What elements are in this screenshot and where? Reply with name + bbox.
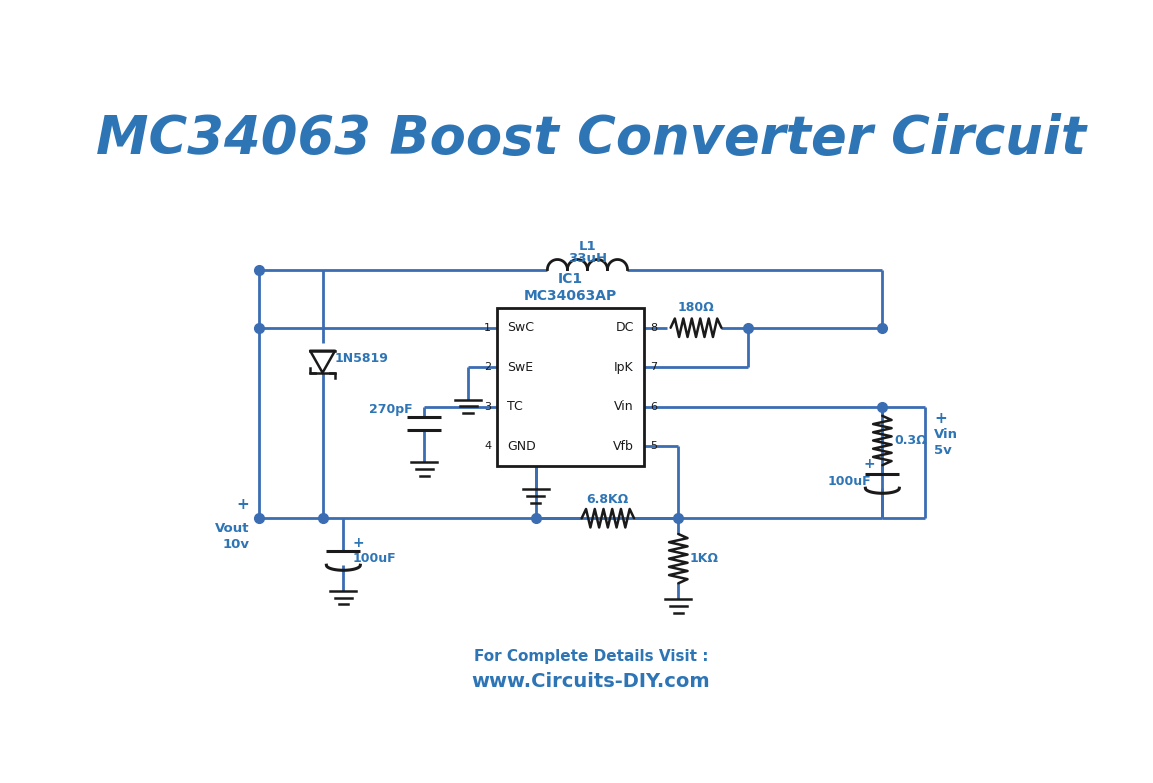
Text: Vin: Vin	[615, 400, 634, 413]
Text: 2: 2	[484, 363, 491, 372]
Text: IpK: IpK	[615, 361, 634, 373]
Text: +: +	[353, 536, 364, 550]
Text: +: +	[934, 410, 947, 425]
Text: 8: 8	[650, 323, 657, 333]
Text: 4: 4	[484, 441, 491, 451]
Text: For Complete Details Visit :: For Complete Details Visit :	[474, 649, 708, 664]
Text: 1N5819: 1N5819	[334, 352, 389, 365]
Text: 33uH: 33uH	[568, 252, 606, 265]
Text: 5: 5	[650, 441, 657, 451]
Text: SwC: SwC	[507, 321, 534, 334]
Bar	[497, 308, 643, 466]
Text: www.Circuits-DIY.com: www.Circuits-DIY.com	[472, 672, 710, 691]
Text: 0.3Ω: 0.3Ω	[894, 434, 927, 447]
Text: L1: L1	[579, 240, 596, 253]
Text: TC: TC	[507, 400, 523, 413]
Text: 6: 6	[650, 402, 657, 412]
Text: 1: 1	[484, 323, 491, 333]
Text: 3: 3	[484, 402, 491, 412]
Text: Vfb: Vfb	[612, 439, 634, 453]
Text: 6.8KΩ: 6.8KΩ	[587, 493, 630, 506]
Text: +: +	[864, 457, 875, 471]
Text: MC34063AP: MC34063AP	[523, 289, 617, 303]
Text: 180Ω: 180Ω	[678, 301, 715, 314]
Text: IC1: IC1	[558, 272, 583, 287]
Text: Vin
5v: Vin 5v	[934, 428, 958, 457]
Text: 270pF: 270pF	[369, 403, 413, 416]
Text: 7: 7	[650, 363, 657, 372]
Text: DC: DC	[616, 321, 634, 334]
Text: Vout
10v: Vout 10v	[214, 522, 249, 551]
Text: 100uF: 100uF	[353, 552, 397, 565]
Text: GND: GND	[507, 439, 536, 453]
Text: 1KΩ: 1KΩ	[689, 552, 718, 565]
Text: +: +	[236, 497, 249, 512]
Text: SwE: SwE	[507, 361, 534, 373]
Text: 100uF: 100uF	[827, 474, 871, 488]
Text: MC34063 Boost Converter Circuit: MC34063 Boost Converter Circuit	[96, 113, 1086, 164]
